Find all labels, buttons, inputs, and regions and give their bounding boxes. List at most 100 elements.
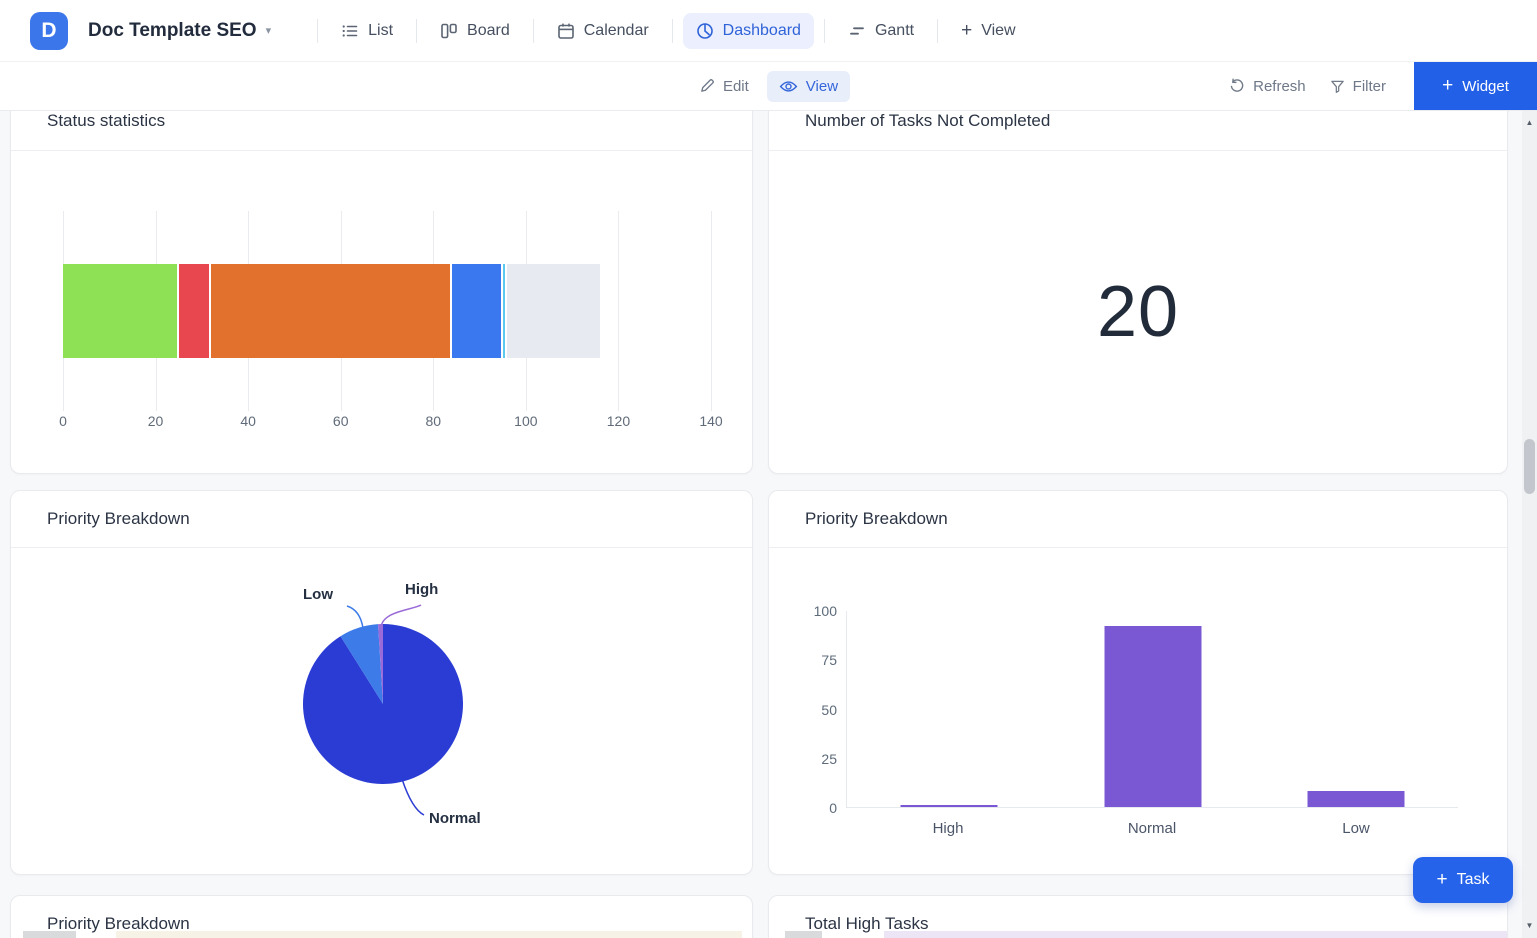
x-tick-label: 140	[699, 413, 723, 429]
priority-pie-svg	[303, 624, 463, 784]
peek-segment	[785, 931, 822, 938]
peek-segment	[884, 931, 1507, 938]
gridline	[618, 211, 620, 411]
tab-divider	[416, 18, 418, 43]
mode-switch: Edit View	[0, 62, 1537, 110]
scroll-up-icon[interactable]: ▲	[1525, 117, 1534, 127]
filter-label: Filter	[1352, 77, 1386, 95]
tab-label: Dashboard	[722, 21, 801, 39]
scrollbar-thumb[interactable]	[1524, 439, 1535, 494]
peek-segment	[23, 931, 76, 938]
widget-title: Number of Tasks Not Completed	[805, 111, 1051, 130]
bar-chart-yaxis: 0 25 50 75 100	[769, 603, 837, 816]
widget-header: Priority Breakdown	[11, 491, 752, 548]
pie-label-high: High	[405, 581, 439, 598]
bar-low[interactable]	[1307, 791, 1405, 807]
pie-chart-area: Low High Normal	[11, 548, 752, 874]
bar-blue-segment[interactable]	[451, 264, 503, 358]
widget-label: Widget	[1462, 77, 1509, 95]
tab-list[interactable]: List	[328, 13, 406, 49]
status-stacked-bar	[63, 264, 711, 358]
pie-label-normal: Normal	[429, 810, 481, 827]
widget-header: Priority Breakdown	[769, 491, 1507, 548]
x-tick-label: 0	[59, 413, 67, 429]
page-title: Doc Template SEO	[88, 19, 257, 41]
plus-icon: +	[1442, 75, 1454, 96]
refresh-button[interactable]: Refresh	[1217, 71, 1318, 102]
filter-button[interactable]: Filter	[1318, 71, 1398, 102]
tab-gantt[interactable]: Gantt	[835, 13, 927, 49]
widget-total-high-tasks: Total High Tasks	[768, 895, 1508, 938]
task-label: Task	[1456, 871, 1490, 888]
widget-title: Priority Breakdown	[805, 509, 948, 528]
big-number-wrap: 20	[769, 151, 1507, 473]
pie-label-low: Low	[303, 586, 333, 603]
bar-chart-area: 0 25 50 75 100 High Normal Low	[769, 548, 1507, 874]
workspace-initial: D	[41, 18, 57, 42]
bar-high[interactable]	[900, 805, 998, 807]
dashboard-content: Status statistics 0 20 40 60 80 100 120 140 Num…	[0, 111, 1537, 938]
gridline	[711, 211, 712, 411]
edit-label: Edit	[722, 77, 749, 95]
widget-title: Priority Breakdown	[47, 914, 190, 933]
add-widget-button[interactable]: + Widget	[1414, 62, 1537, 110]
tab-board[interactable]: Board	[427, 13, 523, 49]
tab-add-view[interactable]: + View	[948, 13, 1029, 49]
pie-slice-high[interactable]	[378, 624, 383, 704]
widget-status-statistics: Status statistics 0 20 40 60 80 100 120 140	[10, 111, 753, 474]
widget-priority-bar: Priority Breakdown 0 25 50 75 100 High Normal…	[768, 490, 1508, 875]
bar-red-segment[interactable]	[178, 264, 212, 358]
filter-icon	[1330, 79, 1345, 94]
x-tick-label: 100	[514, 413, 538, 429]
bar-green-segment[interactable]	[63, 264, 179, 358]
tab-label: View	[981, 21, 1016, 39]
widget-header: Status statistics	[11, 111, 752, 151]
pie-leader-normal	[401, 778, 425, 816]
widget-title: Status statistics	[47, 111, 166, 130]
dashboard-icon	[696, 22, 714, 40]
y-tick-label: 50	[821, 701, 837, 718]
edit-mode-button[interactable]: Edit	[687, 71, 761, 102]
top-navbar: D Doc Template SEO ▾ List Board	[0, 0, 1537, 62]
widget-header: Number of Tasks Not Completed	[769, 111, 1507, 151]
tab-calendar[interactable]: Calendar	[544, 13, 662, 49]
tab-divider	[317, 18, 319, 43]
tab-label: List	[368, 21, 394, 39]
tab-label: Board	[467, 21, 510, 39]
pie-slice-low[interactable]	[340, 624, 383, 704]
widget-title: Priority Breakdown	[47, 509, 190, 528]
workspace-title-dropdown[interactable]: Doc Template SEO ▾	[88, 20, 271, 42]
x-tick-label: 120	[606, 413, 631, 429]
status-chart-plot	[63, 211, 712, 411]
bar-normal[interactable]	[1104, 625, 1201, 807]
chevron-down-icon: ▾	[265, 25, 272, 37]
calendar-icon	[557, 22, 575, 40]
widget-priority-breakdown-bottom: Priority Breakdown	[10, 895, 753, 938]
add-task-button[interactable]: + Task	[1413, 857, 1513, 903]
plus-icon: +	[961, 19, 973, 41]
widget-title: Total High Tasks	[805, 914, 929, 933]
bar-orange-segment[interactable]	[211, 264, 452, 358]
workspace-avatar[interactable]: D	[30, 11, 68, 50]
view-mode-button[interactable]: View	[766, 70, 851, 102]
x-tick-label: 60	[332, 413, 349, 429]
eye-icon	[779, 80, 798, 93]
list-icon	[341, 22, 359, 40]
refresh-label: Refresh	[1253, 77, 1306, 95]
tab-label: Gantt	[874, 21, 915, 39]
tab-dashboard[interactable]: Dashboard	[682, 12, 814, 49]
y-tick-label: 100	[813, 603, 837, 619]
vertical-scrollbar[interactable]: ▲ ▼	[1522, 111, 1537, 938]
big-number-value: 20	[1096, 272, 1180, 352]
pencil-icon	[699, 78, 715, 94]
y-tick-label: 0	[829, 800, 837, 816]
plus-icon: +	[1436, 869, 1448, 890]
bar-gray-segment[interactable]	[507, 264, 600, 358]
pie-leader-low	[346, 605, 364, 629]
scroll-down-icon[interactable]: ▼	[1525, 920, 1534, 930]
bar-chart-plot	[846, 611, 1458, 808]
pie-leader-lines	[346, 604, 425, 816]
bar-cyan-segment[interactable]	[502, 264, 508, 358]
view-label: View	[805, 77, 839, 95]
board-icon	[440, 22, 458, 40]
